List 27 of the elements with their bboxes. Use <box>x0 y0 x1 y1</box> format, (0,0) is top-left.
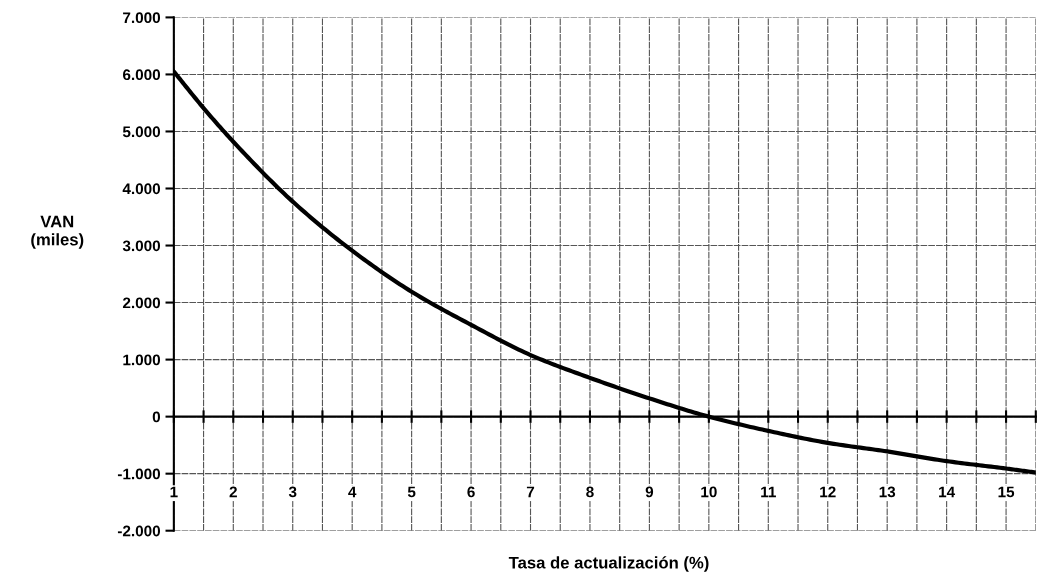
x-tick-label: 14 <box>939 486 956 498</box>
x-tick-label: 15 <box>998 486 1015 498</box>
x-tick-label: 2 <box>229 486 237 498</box>
x-tick-label: 12 <box>820 486 836 498</box>
x-tick-label: 3 <box>288 486 297 498</box>
y-tick-label: 1.000 <box>123 354 161 366</box>
y-tick-label: 0 <box>152 411 161 423</box>
x-tick-label: 13 <box>879 486 896 498</box>
x-tick-label: 7 <box>526 486 535 498</box>
x-tick-label: 1 <box>170 486 178 498</box>
y-tick-label: -2.000 <box>117 525 161 537</box>
x-tick-label: 9 <box>645 486 654 498</box>
y-tick-label: 5.000 <box>122 126 161 138</box>
y-tick-label: 2.000 <box>122 297 161 309</box>
y-tick-label: 7.000 <box>123 12 161 24</box>
x-axis-title: Tasa de actualización (%) <box>508 556 709 572</box>
y-tick-label: 6.000 <box>122 69 161 81</box>
x-tick-label: 6 <box>467 486 475 498</box>
y-axis-title: VAN (miles) <box>31 215 84 249</box>
x-tick-label: 5 <box>407 486 416 498</box>
x-tick-label: 4 <box>348 486 357 498</box>
y-tick-label: -1.000 <box>117 468 161 480</box>
x-tick-label: 8 <box>586 486 594 498</box>
x-tick-label: 10 <box>701 486 717 498</box>
x-tick-label: 11 <box>761 486 776 498</box>
y-tick-label: 4.000 <box>122 183 161 195</box>
y-tick-label: 3.000 <box>122 240 161 252</box>
